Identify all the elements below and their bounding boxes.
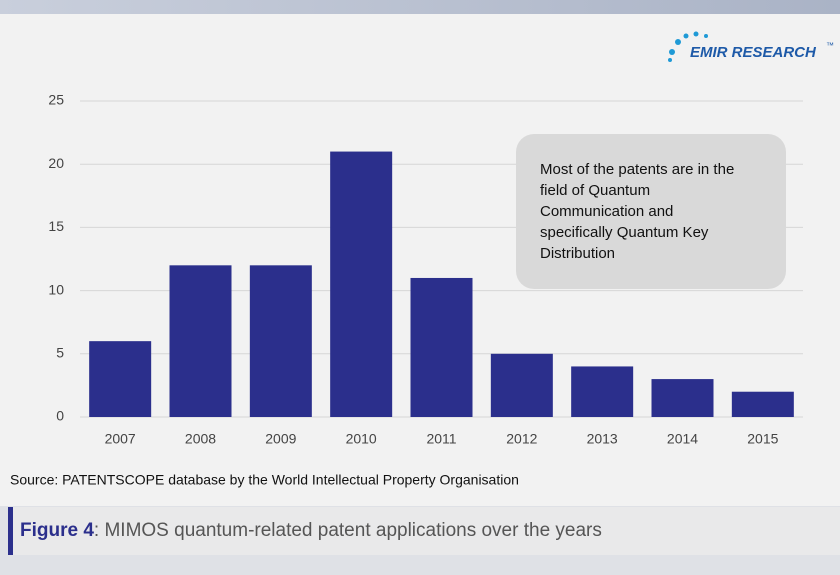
- logo-dot: [675, 39, 681, 45]
- bar: [571, 366, 634, 417]
- logo: EMIR RESEARCH ™: [668, 31, 834, 62]
- caption-text: : MIMOS quantum-related patent applicati…: [94, 520, 602, 541]
- bar: [330, 151, 393, 417]
- annotation-line: Communication and: [540, 203, 673, 220]
- x-tick-label: 2014: [667, 431, 698, 447]
- bar: [731, 391, 794, 417]
- x-tick-label: 2012: [506, 431, 537, 447]
- x-tick-label: 2008: [185, 431, 216, 447]
- x-tick-label: 2015: [747, 431, 778, 447]
- top-band: [0, 0, 840, 14]
- caption-bar: [8, 507, 840, 555]
- caption-accent: [8, 507, 13, 555]
- y-tick-label: 25: [48, 92, 64, 108]
- logo-dot: [704, 34, 708, 38]
- x-tick-label: 2007: [105, 431, 136, 447]
- bar: [410, 277, 473, 417]
- x-tick-label: 2009: [265, 431, 296, 447]
- x-tick-label: 2013: [587, 431, 618, 447]
- bar: [169, 265, 232, 417]
- bar: [249, 265, 312, 417]
- annotation-line: Distribution: [540, 245, 615, 262]
- logo-dot: [668, 58, 672, 62]
- x-tick-label: 2010: [346, 431, 377, 447]
- logo-dot: [693, 31, 699, 37]
- bar: [89, 341, 152, 417]
- logo-dot: [669, 49, 675, 55]
- x-tick-label: 2011: [426, 431, 456, 447]
- y-tick-label: 5: [56, 345, 64, 361]
- y-tick-label: 10: [48, 281, 64, 297]
- bar: [490, 353, 553, 417]
- bar: [651, 379, 714, 417]
- annotation-line: specifically Quantum Key: [540, 224, 709, 241]
- annotation: Most of the patents are in the field of Q…: [516, 134, 786, 289]
- source: Source: PATENTSCOPE database by the Worl…: [10, 472, 519, 488]
- caption: Figure 4: MIMOS quantum-related patent a…: [20, 520, 602, 541]
- annotation-box: [516, 134, 786, 289]
- logo-text: EMIR RESEARCH: [690, 44, 817, 61]
- y-tick-label: 15: [48, 218, 64, 234]
- annotation-line: field of Quantum: [540, 182, 650, 199]
- caption-label: Figure 4: [20, 520, 94, 541]
- logo-dot: [683, 33, 689, 39]
- logo-mark: ™: [826, 41, 834, 50]
- y-tick-label: 0: [56, 408, 64, 424]
- y-tick-label: 20: [48, 155, 64, 171]
- annotation-line: Most of the patents are in the: [540, 161, 734, 178]
